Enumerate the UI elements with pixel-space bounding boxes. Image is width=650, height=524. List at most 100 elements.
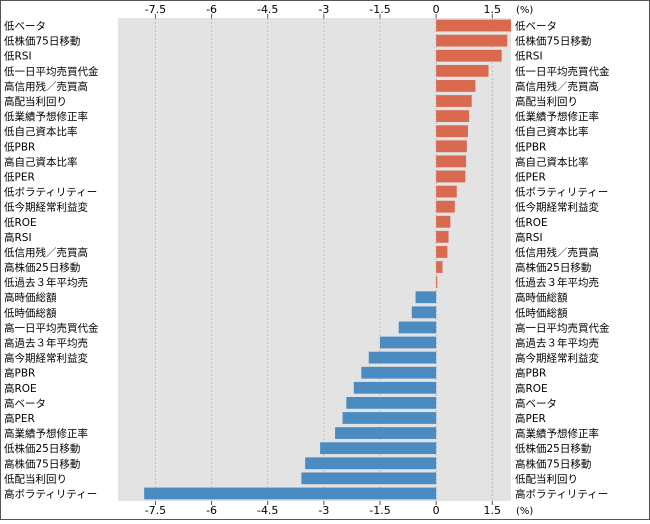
right-category-label: 低株価75日移動 [515, 35, 591, 48]
bar [305, 457, 437, 470]
left-category-label: 低自己資本比率 [4, 125, 78, 138]
left-category-label: 高PBR [4, 367, 35, 380]
left-category-label: 低信用残／売買高 [4, 246, 88, 259]
right-category-label: 高PBR [515, 367, 546, 380]
bar [436, 34, 508, 47]
right-category-label: 低時価総額 [515, 306, 568, 319]
right-category-label: 低RSI [515, 50, 543, 63]
left-category-label: 高業績予想修正率 [4, 427, 88, 440]
x-tick-label-top: -1.5 [369, 3, 390, 16]
x-tick-label-top: -3 [318, 3, 329, 16]
bar [353, 381, 437, 394]
right-category-label: 低自己資本比率 [515, 125, 589, 138]
right-category-label: 低PBR [515, 140, 546, 153]
bar [436, 185, 457, 198]
bar [436, 200, 455, 213]
right-category-label: 高過去３年平均売 [515, 337, 599, 350]
bar [436, 246, 448, 258]
bar [436, 140, 467, 153]
unit-label-top: (%) [516, 5, 533, 16]
right-category-label: 低ベータ [515, 20, 557, 33]
right-category-label: 低業績予想修正率 [515, 110, 599, 123]
bar [380, 336, 437, 349]
bar [436, 155, 467, 168]
bar [436, 230, 449, 243]
bars [144, 19, 511, 500]
right-category-label: 高ROE [515, 382, 548, 395]
bar [301, 472, 437, 485]
right-category-label: 低株価25日移動 [515, 442, 591, 455]
left-category-label: 高株価75日移動 [4, 457, 80, 470]
bar [436, 170, 466, 183]
x-tick-label-top: -7.5 [145, 3, 166, 16]
left-category-label: 低今期経常利益変 [4, 201, 88, 214]
left-category-label: 高一日平均売買代金 [4, 321, 99, 334]
x-tick-label-top: -4.5 [257, 3, 278, 16]
bar [144, 487, 437, 500]
left-category-label: 高過去３年平均売 [4, 337, 88, 350]
left-category-label: 低配当利回り [4, 472, 67, 485]
bar [436, 261, 443, 273]
left-category-label: 高今期経常利益変 [4, 352, 88, 365]
bar [368, 351, 437, 364]
left-category-label: 高信用残／売買高 [4, 80, 88, 93]
right-category-label: 高株価25日移動 [515, 261, 591, 274]
right-category-label: 高一日平均売買代金 [515, 321, 610, 334]
unit-label-bottom: (%) [516, 506, 533, 517]
bar [346, 397, 437, 409]
left-category-label: 低ボラティリティー [4, 186, 97, 199]
right-category-label: 低配当利回り [515, 472, 578, 485]
bar [436, 276, 438, 289]
right-category-label: 低今期経常利益変 [515, 201, 599, 214]
left-category-label: 高PER [4, 412, 35, 425]
bar [436, 215, 451, 228]
x-tick-label-bottom: -7.5 [145, 504, 166, 517]
left-category-label: 低PER [4, 170, 35, 183]
bar [335, 427, 437, 439]
top-axis: -7.5 -6 -4.5 -3 -1.5 0 1.5 [145, 3, 501, 18]
x-tick-label-top: 1.5 [484, 3, 502, 16]
left-category-label: 高ベータ [4, 397, 46, 410]
x-tick-label-top: 0 [433, 3, 440, 16]
left-category-label: 高ROE [4, 382, 37, 395]
right-category-label: 低ROE [515, 216, 548, 229]
left-category-label: 高配当利回り [4, 95, 67, 108]
x-tick-label-bottom: -1.5 [369, 504, 390, 517]
bar [415, 291, 437, 304]
x-tick-label-bottom: -3 [318, 504, 329, 517]
left-category-label: 高自己資本比率 [4, 155, 78, 168]
bar [436, 110, 470, 122]
bar [342, 412, 437, 424]
left-category-label: 高RSI [4, 231, 32, 244]
x-tick-label-top: -6 [206, 3, 217, 16]
right-category-label: 高今期経常利益変 [515, 352, 599, 365]
left-category-label: 低一日平均売買代金 [4, 65, 99, 78]
left-category-label: 低ROE [4, 216, 37, 229]
x-tick-label-bottom: -6 [206, 504, 217, 517]
bar [361, 366, 437, 379]
right-category-label: 高ベータ [515, 397, 557, 410]
left-category-label: 高株価25日移動 [4, 261, 80, 274]
bar [436, 49, 502, 62]
bar [436, 80, 476, 92]
right-category-label: 低PER [515, 170, 546, 183]
left-category-label: 高時価総額 [4, 291, 57, 304]
left-category-label: 低株価75日移動 [4, 35, 80, 48]
x-tick-label-bottom: 0 [433, 504, 440, 517]
right-category-label: 高業績予想修正率 [515, 427, 599, 440]
x-tick-label-bottom: 1.5 [484, 504, 502, 517]
right-category-label: 低信用残／売買高 [515, 246, 599, 259]
bar [398, 321, 437, 334]
left-category-label: 低過去３年平均売 [4, 276, 88, 289]
bar [436, 64, 489, 77]
right-category-label: 低一日平均売買代金 [515, 65, 610, 78]
left-category-label: 低時価総額 [4, 306, 57, 319]
right-category-label: 低ボラティリティー [515, 186, 608, 199]
bar [320, 442, 437, 455]
bar [411, 306, 437, 319]
left-category-label: 高ボラティリティー [4, 487, 97, 500]
right-category-label: 高信用残／売買高 [515, 80, 599, 93]
right-category-label: 高時価総額 [515, 291, 568, 304]
